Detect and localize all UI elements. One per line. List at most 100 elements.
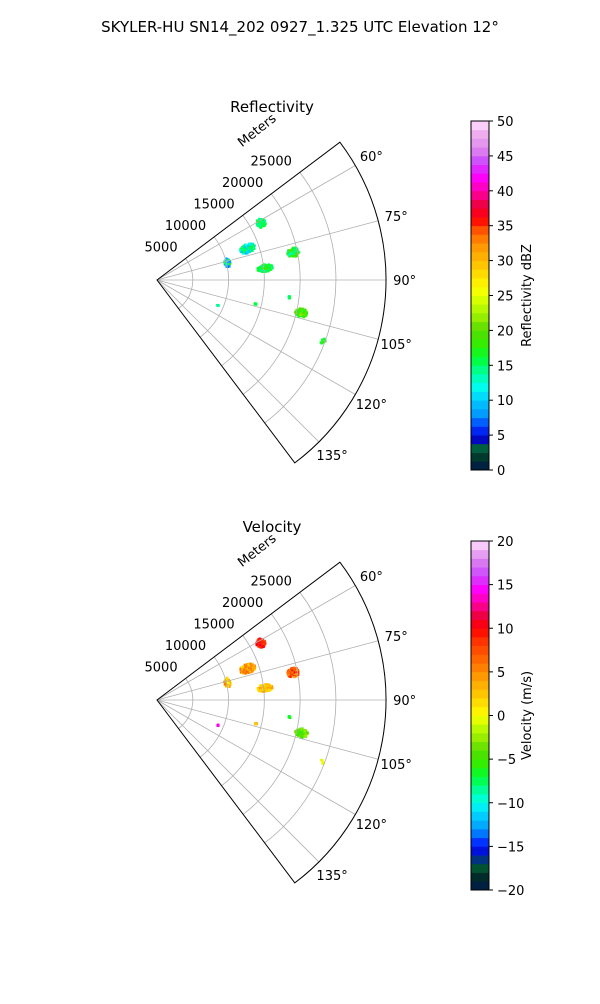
reflectivity-echo-pixel	[258, 269, 261, 272]
reflectivity-colorbar-segment	[471, 461, 489, 471]
reflectivity-echo-pixel	[246, 246, 250, 249]
velocity-echo-pixel	[226, 678, 229, 682]
reflectivity-echo-pixel	[299, 312, 303, 315]
reflectivity-colorbar-segment	[471, 155, 489, 166]
reflectivity-echo-pixel	[323, 337, 326, 341]
reflectivity-azimuth-tick-label: 105°	[381, 338, 412, 353]
velocity-colorbar-segment	[471, 811, 489, 821]
reflectivity-colorbar-tick-label: 30	[497, 255, 514, 270]
reflectivity-range-ring	[199, 236, 229, 338]
velocity-colorbar-segment	[471, 881, 489, 891]
velocity-echo-pixel	[241, 667, 244, 670]
velocity-echo-pixel	[265, 687, 268, 690]
velocity-echo-cluster-8	[253, 722, 258, 726]
reflectivity-echo-pixel	[288, 249, 291, 252]
reflectivity-echo-pixel	[249, 247, 252, 250]
velocity-echo-pixel	[263, 688, 267, 691]
reflectivity-colorbar-segment	[471, 278, 489, 288]
velocity-echo-pixel	[223, 683, 227, 686]
reflectivity-echo-cluster-8	[253, 302, 258, 306]
velocity-echo-pixel	[304, 732, 307, 735]
reflectivity-grid	[156, 165, 386, 443]
reflectivity-echo-pixel	[226, 262, 229, 266]
velocity-echo-pixel	[244, 668, 248, 672]
reflectivity-azimuth-spoke	[156, 279, 320, 443]
reflectivity-echo-pixel	[270, 267, 274, 270]
reflectivity-colorbar-tick-label: 40	[497, 185, 514, 200]
reflectivity-colorbar-segment	[471, 304, 489, 314]
reflectivity-azimuth-tick-label: 135°	[316, 449, 347, 464]
reflectivity-echo-pixel	[266, 265, 269, 269]
velocity-colorbar-segment	[471, 802, 489, 812]
velocity-echoes	[216, 637, 325, 765]
velocity-colorbar-segment	[471, 636, 489, 647]
reflectivity-echo-pixel	[250, 245, 253, 249]
velocity-range-ring	[178, 678, 194, 729]
velocity-echo-pixel	[299, 730, 302, 733]
reflectivity-echo-pixel	[228, 265, 231, 268]
reflectivity-colorbar-segment	[471, 251, 489, 262]
velocity-echo-pixel	[244, 672, 247, 675]
velocity-colorbar-segment	[471, 759, 489, 769]
reflectivity-echo-pixel	[294, 310, 297, 314]
reflectivity-azimuth-tick-label: 120°	[356, 398, 387, 413]
velocity-echo-pixel	[291, 673, 294, 676]
reflectivity-echo-pixel	[241, 246, 244, 249]
velocity-echo-pixel	[228, 680, 231, 683]
reflectivity-colorbar-segment	[471, 225, 489, 235]
reflectivity-echo-pixel	[300, 307, 303, 311]
velocity-echo-pixel	[250, 664, 253, 667]
velocity-azimuth-tick-label: 135°	[316, 869, 347, 884]
reflectivity-echo-pixel	[257, 268, 260, 271]
velocity-echo-pixel	[253, 666, 256, 669]
velocity-echo-pixel	[304, 734, 308, 738]
velocity-echo-pixel	[224, 678, 227, 681]
reflectivity-echo-pixel	[266, 269, 270, 272]
reflectivity-echo-pixel	[252, 244, 255, 247]
reflectivity-echo-pixel	[246, 244, 250, 248]
reflectivity-echo-pixel	[296, 313, 299, 317]
reflectivity-echo-pixel	[239, 249, 242, 252]
velocity-echo-pixel	[263, 640, 267, 643]
velocity-echo-pixel	[302, 733, 305, 736]
reflectivity-echo-pixel	[228, 262, 232, 266]
velocity-colorbar-segment	[471, 575, 489, 586]
reflectivity-colorbar-segment	[471, 147, 489, 157]
velocity-colorbar-segment	[471, 794, 489, 804]
velocity-colorbar-segment	[471, 584, 489, 594]
reflectivity-echo-pixel	[259, 265, 262, 269]
velocity-echo-pixel	[266, 689, 269, 692]
reflectivity-colorbar-tick-label: 15	[497, 359, 514, 374]
reflectivity-azimuth-tick-label: 75°	[385, 210, 408, 225]
reflectivity-echo-pixel	[290, 248, 293, 251]
velocity-echo-pixel	[228, 685, 231, 688]
velocity-radial-axis-label: Meters	[235, 531, 279, 570]
velocity-colorbar-segment	[471, 558, 489, 568]
velocity-colorbar-segment	[471, 541, 489, 551]
velocity-colorbar-segment	[471, 628, 489, 638]
velocity-azimuth-spoke	[156, 699, 379, 760]
velocity-colorbar-segment	[471, 654, 489, 664]
reflectivity-echo-pixel	[242, 248, 245, 252]
velocity-azimuth-tick-label: 60°	[360, 570, 383, 585]
reflectivity-echo-pixel	[244, 248, 247, 252]
velocity-range-ring	[264, 592, 337, 844]
velocity-echo-pixel	[260, 646, 264, 649]
reflectivity-echo-pixel	[320, 341, 323, 344]
reflectivity-echo-pixel	[258, 222, 262, 225]
reflectivity-colorbar-segment	[471, 260, 489, 270]
reflectivity-colorbar-segment	[471, 164, 489, 174]
velocity-echo-pixel	[306, 731, 309, 734]
velocity-echo-pixel	[246, 670, 249, 673]
velocity-colorbar-tick-label: 15	[497, 579, 514, 594]
velocity-echo-pixel	[247, 671, 250, 674]
reflectivity-colorbar-segment	[471, 426, 489, 436]
reflectivity-echo-pixel	[257, 224, 260, 227]
reflectivity-echo-pixel	[302, 315, 305, 318]
velocity-colorbar-tick-label: −10	[497, 797, 524, 812]
reflectivity-echo-pixel	[228, 260, 231, 263]
reflectivity-echo-pixel	[253, 247, 256, 250]
reflectivity-panel: Reflectivity 5000 10000 15000 20000 25000 Mete…	[145, 98, 535, 479]
velocity-azimuth-tick-label: 105°	[381, 758, 412, 773]
